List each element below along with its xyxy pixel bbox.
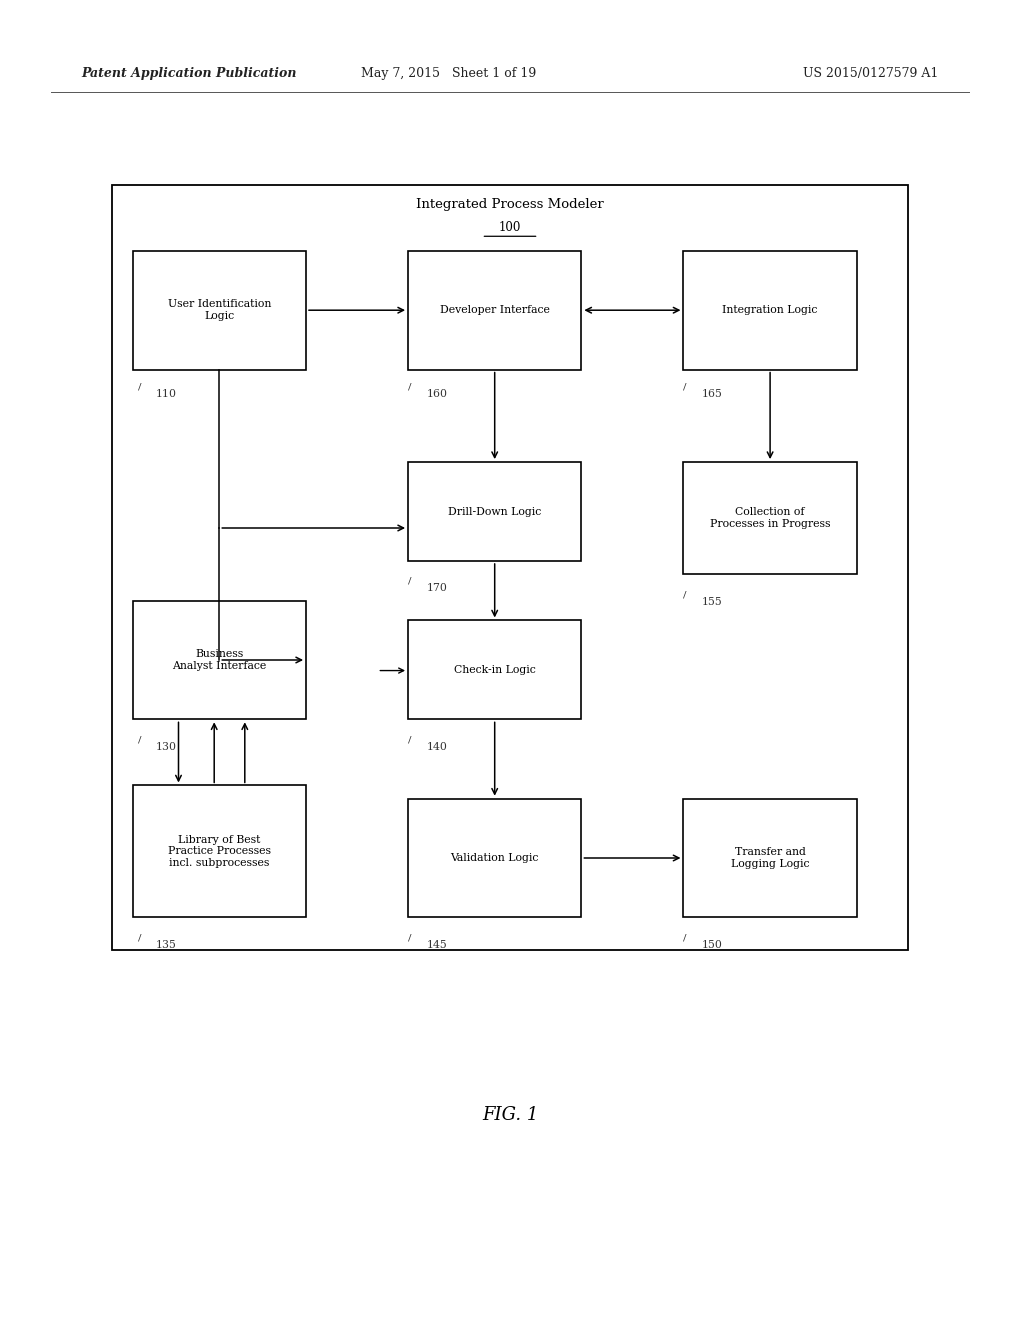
Text: Validation Logic: Validation Logic xyxy=(450,853,538,863)
Text: Patent Application Publication: Patent Application Publication xyxy=(82,67,297,81)
Text: 165: 165 xyxy=(701,389,721,400)
Text: Integration Logic: Integration Logic xyxy=(721,305,817,315)
Text: Developer Interface: Developer Interface xyxy=(439,305,549,315)
Bar xyxy=(132,251,306,370)
Text: Integrated Process Modeler: Integrated Process Modeler xyxy=(416,198,603,211)
Text: 135: 135 xyxy=(156,940,176,950)
Bar xyxy=(408,462,581,561)
Bar xyxy=(132,785,306,917)
Text: US 2015/0127579 A1: US 2015/0127579 A1 xyxy=(802,67,937,81)
Text: /: / xyxy=(138,735,141,744)
Text: Library of Best
Practice Processes
incl. subprocesses: Library of Best Practice Processes incl.… xyxy=(168,834,270,869)
Text: Collection of
Processes in Progress: Collection of Processes in Progress xyxy=(709,507,829,529)
Text: /: / xyxy=(683,590,686,599)
Text: Transfer and
Logging Logic: Transfer and Logging Logic xyxy=(731,847,808,869)
Bar xyxy=(683,799,856,917)
Text: FIG. 1: FIG. 1 xyxy=(481,1106,538,1125)
Text: /: / xyxy=(138,933,141,942)
Text: 155: 155 xyxy=(701,597,721,607)
Bar xyxy=(408,799,581,917)
Text: /: / xyxy=(408,933,411,942)
Bar xyxy=(112,185,907,950)
Text: 110: 110 xyxy=(156,389,177,400)
Text: 100: 100 xyxy=(498,220,521,234)
Text: 130: 130 xyxy=(156,742,177,752)
Text: Check-in Logic: Check-in Logic xyxy=(453,665,535,675)
Text: Business
Analyst Interface: Business Analyst Interface xyxy=(172,649,266,671)
Text: /: / xyxy=(408,735,411,744)
Bar xyxy=(408,251,581,370)
Text: /: / xyxy=(408,577,411,586)
Text: 160: 160 xyxy=(426,389,447,400)
Text: Drill-Down Logic: Drill-Down Logic xyxy=(447,507,541,516)
Text: /: / xyxy=(138,383,141,392)
Text: 145: 145 xyxy=(426,940,446,950)
Text: 150: 150 xyxy=(701,940,721,950)
Text: 140: 140 xyxy=(426,742,446,752)
Text: /: / xyxy=(683,933,686,942)
Bar xyxy=(408,620,581,719)
Bar xyxy=(132,601,306,719)
Text: 170: 170 xyxy=(426,583,446,594)
Bar xyxy=(683,251,856,370)
Text: /: / xyxy=(408,383,411,392)
Text: User Identification
Logic: User Identification Logic xyxy=(167,300,271,321)
Text: May 7, 2015   Sheet 1 of 19: May 7, 2015 Sheet 1 of 19 xyxy=(361,67,536,81)
Text: /: / xyxy=(683,383,686,392)
Bar xyxy=(683,462,856,574)
